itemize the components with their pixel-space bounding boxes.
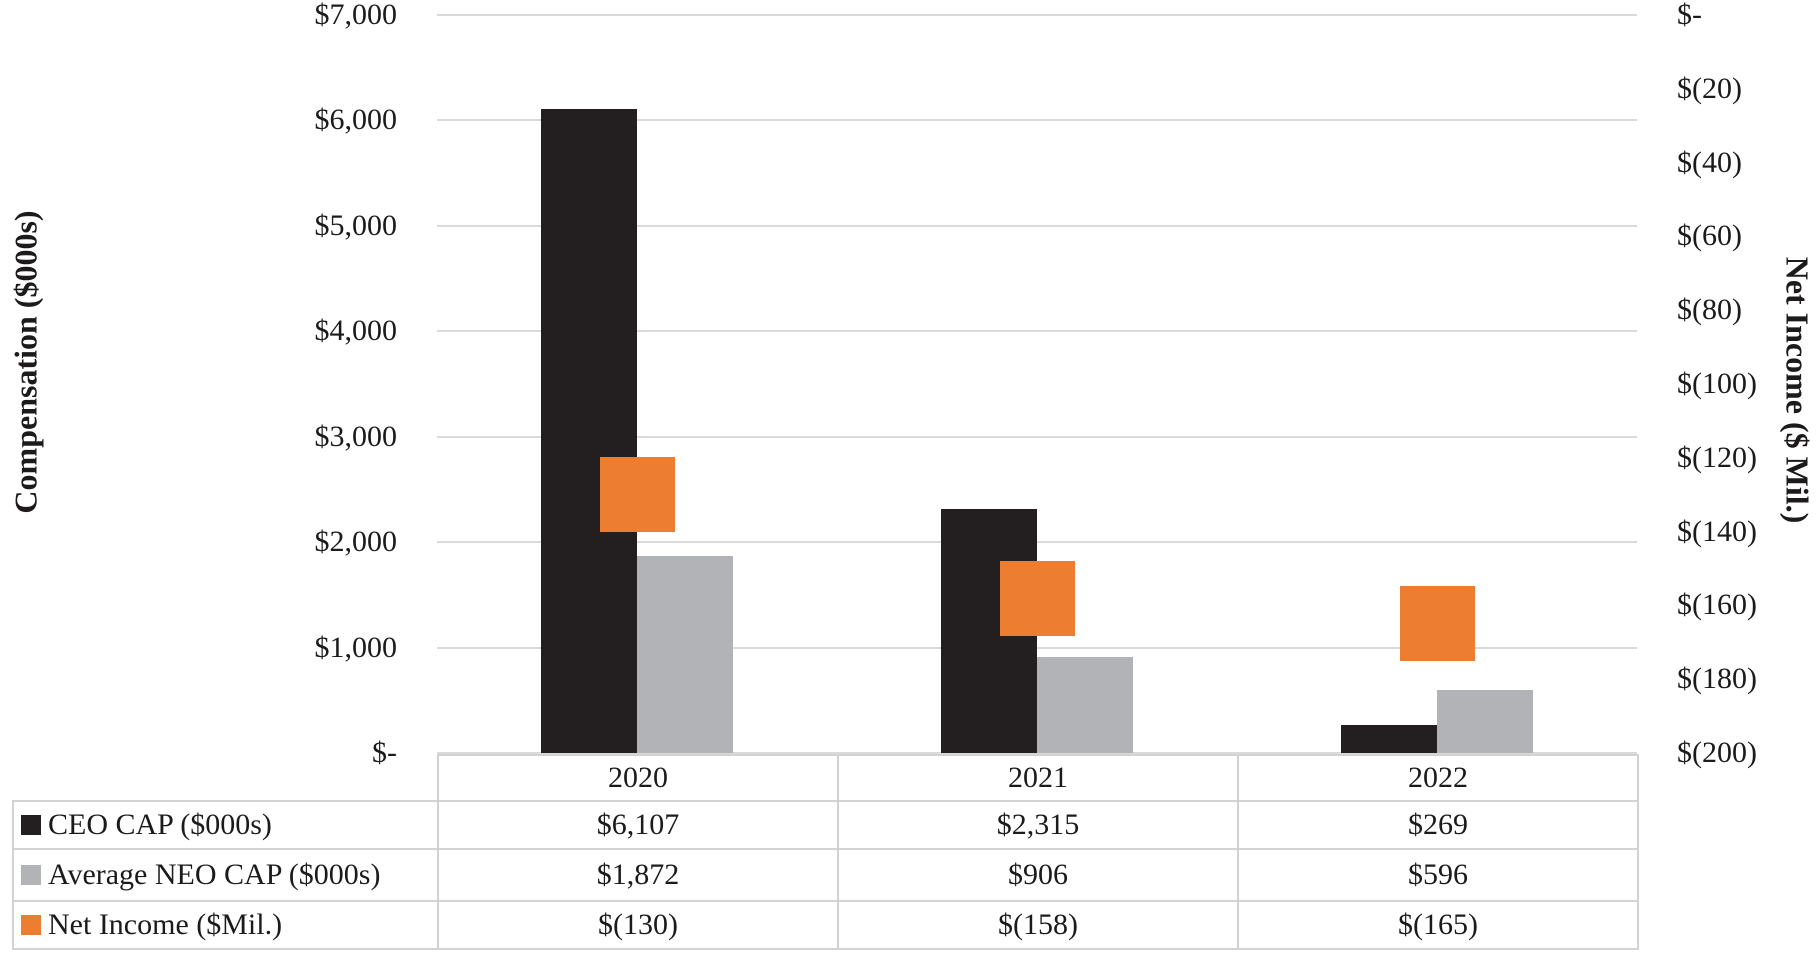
value-cell-average-neo-cap-000s-2020: $1,872 (437, 848, 839, 902)
gridline (437, 224, 1637, 227)
left-axis-tick-label: $- (372, 736, 397, 769)
value-cell-net-income-mil-2021: $(158) (837, 900, 1239, 950)
value-cell-ceo-cap-000s-2020: $6,107 (437, 800, 839, 850)
year-header-cell: 2020 (437, 754, 839, 802)
legend-cell-net-income-mil: Net Income ($Mil.) (12, 900, 439, 950)
right-axis-title: Net Income ($ Mil.) (1779, 256, 1816, 524)
legend-label-ceo-cap-000s: CEO CAP ($000s) (48, 808, 272, 841)
right-axis-tick-label: $(180) (1677, 662, 1757, 696)
gridline (437, 119, 1637, 122)
gridline (437, 541, 1637, 544)
left-axis-tick-label: $5,000 (314, 208, 398, 242)
right-axis-tick-label: $(100) (1677, 367, 1757, 400)
right-axis-tick-label: $(120) (1677, 440, 1757, 474)
legend-label-net-income-mil: Net Income ($Mil.) (48, 908, 283, 941)
value-cell-net-income-mil-2020: $(130) (437, 900, 839, 950)
bar-ceo-cap-000s-2022 (1341, 724, 1437, 753)
year-header-cell: 2022 (1237, 754, 1639, 802)
value-cell-average-neo-cap-000s-2021: $906 (837, 848, 1239, 902)
legend-label-average-neo-cap-000s: Average NEO CAP ($000s) (48, 858, 381, 891)
bar-average-neo-cap-000s-2021 (1037, 657, 1133, 753)
right-axis-tick-label: $(160) (1677, 588, 1757, 622)
right-axis-tick-label: $(140) (1677, 514, 1757, 548)
gridline (437, 435, 1637, 438)
gridline (437, 14, 1637, 16)
left-axis-tick-label: $7,000 (314, 0, 398, 31)
value-cell-ceo-cap-000s-2022: $269 (1237, 800, 1639, 850)
left-axis-tick-label: $2,000 (314, 525, 398, 559)
left-axis-title: Compensation ($000s) (7, 210, 44, 514)
left-axis-tick-label: $4,000 (314, 314, 398, 348)
bar-average-neo-cap-000s-2022 (1437, 690, 1533, 753)
marker-net-income-mil-2021 (999, 560, 1075, 636)
marker-net-income-mil-2020 (599, 457, 675, 533)
legend-cell-average-neo-cap-000s: Average NEO CAP ($000s) (12, 848, 439, 902)
value-cell-net-income-mil-2022: $(165) (1237, 900, 1639, 950)
legend-marker-net-income-mil (21, 915, 41, 935)
right-axis-tick-label: $(200) (1677, 736, 1757, 769)
gridline (437, 330, 1637, 333)
marker-net-income-mil-2022 (1399, 586, 1475, 662)
right-axis-tick-label: $(80) (1677, 293, 1742, 327)
right-axis-tick-label: $(40) (1677, 145, 1742, 179)
left-axis-tick-label: $3,000 (314, 419, 398, 453)
right-axis-tick-label: $(60) (1677, 219, 1742, 253)
left-axis-tick-label: $1,000 (314, 630, 398, 664)
legend-marker-ceo-cap-000s (21, 815, 41, 835)
left-axis-tick-label: $6,000 (314, 103, 398, 137)
value-cell-average-neo-cap-000s-2022: $596 (1237, 848, 1639, 902)
value-cell-ceo-cap-000s-2021: $2,315 (837, 800, 1239, 850)
gridline (437, 646, 1637, 649)
right-axis-tick-label: $- (1677, 0, 1702, 31)
right-axis-tick-label: $(20) (1677, 71, 1742, 105)
legend-marker-average-neo-cap-000s (21, 865, 41, 885)
year-header-cell: 2021 (837, 754, 1239, 802)
bar-ceo-cap-000s-2020 (541, 109, 637, 753)
legend-cell-ceo-cap-000s: CEO CAP ($000s) (12, 800, 439, 850)
data-table: 2020 2021 2022 CEO CAP ($000s) $6,107 $2,315 $… (12, 754, 1642, 954)
bar-average-neo-cap-000s-2020 (637, 555, 733, 753)
gridline (437, 752, 1637, 754)
